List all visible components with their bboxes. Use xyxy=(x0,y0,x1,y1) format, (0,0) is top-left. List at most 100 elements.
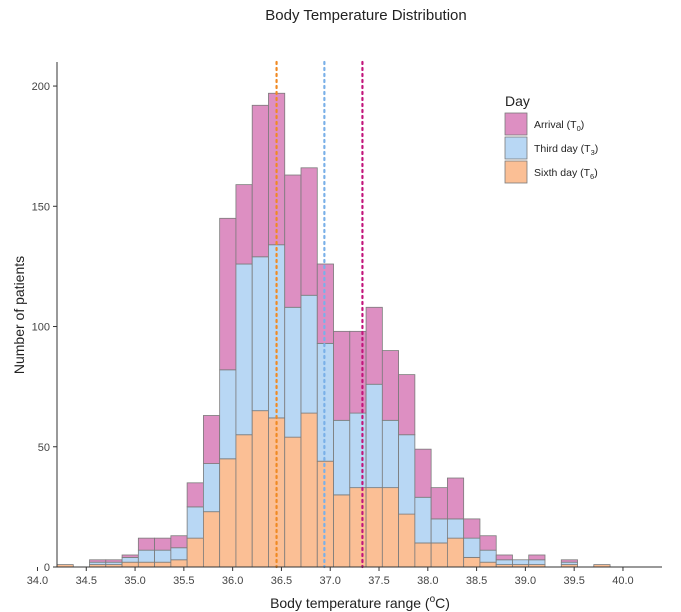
chart-title: Body Temperature Distribution xyxy=(265,7,467,24)
bar-series-0-bin-20 xyxy=(381,487,399,568)
bar-series-1-bin-20 xyxy=(381,419,399,489)
x-tick-label: 38.0 xyxy=(417,575,438,587)
bar-series-1-bin-25 xyxy=(463,537,481,558)
y-tick-label: 150 xyxy=(32,201,50,213)
y-axis-label: Number of patients xyxy=(11,256,27,374)
x-tick-label: 40.0 xyxy=(612,575,633,587)
bar-series-1-bin-23 xyxy=(430,518,448,544)
bar-series-0-bin-26 xyxy=(479,561,497,568)
x-axis-ticks: 34.0 34.5 35.0 35.5 36.0 36.5 37.0 37.5 38.0 38.5… xyxy=(27,567,634,587)
bar-series-2-bin-25 xyxy=(463,518,481,539)
bar-series-2-bin-17 xyxy=(333,330,351,421)
bar-series-1-bin-4 xyxy=(121,556,139,563)
bar-series-0-bin-24 xyxy=(446,537,465,568)
legend-label-2: Arrival (T0) xyxy=(534,119,584,133)
bar-series-2-bin-18 xyxy=(349,330,367,414)
bar-series-0-bin-15 xyxy=(300,412,318,568)
bar-series-0-bin-25 xyxy=(463,556,481,568)
bar-series-2-bin-23 xyxy=(430,487,448,520)
bar-series-0-bin-22 xyxy=(414,542,432,568)
x-tick-label: 36.0 xyxy=(222,575,243,587)
bar-series-2-bin-26 xyxy=(479,535,497,551)
bar-series-2-bin-8 xyxy=(186,482,204,508)
legend: Day Arrival (T0) Third day (T3) Sixth day … xyxy=(504,93,598,184)
x-tick-label: 39.0 xyxy=(515,575,536,587)
x-tick-label: 37.0 xyxy=(320,575,341,587)
bar-series-1-bin-5 xyxy=(137,549,156,563)
bar-series-1-bin-9 xyxy=(202,463,221,513)
bar-series-2-bin-31 xyxy=(560,559,578,563)
bar-series-0-bin-14 xyxy=(284,436,302,568)
bar-series-1-bin-7 xyxy=(170,547,188,561)
bar-series-1-bin-26 xyxy=(479,549,497,563)
bar-series-1-bin-21 xyxy=(398,434,416,515)
bar-series-0-bin-21 xyxy=(398,513,416,568)
bar-series-1-bin-17 xyxy=(333,419,351,496)
legend-label-0: Sixth day (T6) xyxy=(534,167,598,181)
bar-series-1-bin-24 xyxy=(446,518,465,539)
y-tick-label: 200 xyxy=(32,81,50,93)
bar-series-2-bin-2 xyxy=(89,559,107,563)
bar-series-1-bin-6 xyxy=(154,549,172,563)
bar-series-2-bin-12 xyxy=(251,104,269,258)
legend-title: Day xyxy=(505,93,530,109)
bar-series-1-bin-11 xyxy=(235,263,253,436)
bar-series-1-bin-15 xyxy=(300,294,318,414)
bar-series-0-bin-18 xyxy=(349,487,367,568)
bar-series-1-bin-12 xyxy=(251,256,269,412)
bar-series-0-bin-11 xyxy=(235,434,253,568)
bar-series-1-bin-22 xyxy=(414,496,432,544)
legend-label-1: Third day (T3) xyxy=(534,143,598,157)
bar-series-0-bin-6 xyxy=(154,561,172,568)
bar-series-1-bin-14 xyxy=(284,306,302,438)
bar-series-0-bin-17 xyxy=(333,494,351,568)
bar-series-1-bin-18 xyxy=(349,412,367,489)
bar-series-1-bin-28 xyxy=(512,559,530,565)
bar-series-2-bin-11 xyxy=(235,184,253,265)
legend-swatch-2 xyxy=(504,112,528,136)
bar-series-0-bin-9 xyxy=(202,511,221,568)
bar-series-2-bin-19 xyxy=(365,306,383,385)
bar-series-0-bin-4 xyxy=(121,561,139,568)
x-tick-label: 36.5 xyxy=(271,575,292,587)
bar-series-0-bin-23 xyxy=(430,542,448,568)
bar-series-0-bin-7 xyxy=(170,559,188,568)
bar-series-2-bin-7 xyxy=(170,535,188,549)
legend-swatch-1 xyxy=(504,136,528,160)
bar-series-1-bin-8 xyxy=(186,506,204,539)
bar-series-2-bin-20 xyxy=(381,350,399,421)
x-axis-label: Body temperature range (oC) xyxy=(270,594,450,611)
bar-series-2-bin-24 xyxy=(446,477,465,520)
legend-swatch-0 xyxy=(504,160,528,184)
bar-series-2-bin-14 xyxy=(284,174,302,308)
bar-series-0-bin-12 xyxy=(251,410,269,568)
x-tick-label: 34.0 xyxy=(27,575,48,587)
bar-series-1-bin-10 xyxy=(219,369,237,460)
bar-series-2-bin-9 xyxy=(202,415,221,464)
y-tick-label: 50 xyxy=(38,442,50,454)
bar-series-2-bin-3 xyxy=(105,559,123,563)
bar-series-2-bin-10 xyxy=(219,217,237,371)
bar-series-2-bin-27 xyxy=(495,554,513,561)
bar-series-2-bin-15 xyxy=(300,167,318,296)
bar-series-2-bin-4 xyxy=(121,554,139,558)
x-tick-label: 35.0 xyxy=(124,575,145,587)
bar-series-1-bin-16 xyxy=(316,342,334,462)
x-tick-label: 34.5 xyxy=(76,575,97,587)
y-tick-label: 100 xyxy=(32,322,50,334)
y-axis-ticks: 0 50 100 150 200 xyxy=(32,81,57,574)
bar-series-1-bin-19 xyxy=(365,383,383,489)
bar-series-2-bin-29 xyxy=(528,554,546,561)
bar-series-2-bin-22 xyxy=(414,448,432,498)
x-tick-label: 38.5 xyxy=(466,575,487,587)
y-tick-label: 0 xyxy=(44,562,50,574)
bar-series-0-bin-19 xyxy=(365,487,383,568)
bar-series-1-bin-27 xyxy=(495,559,513,565)
bar-series-0-bin-10 xyxy=(219,458,237,568)
plot-area xyxy=(56,60,611,569)
x-tick-label: 35.5 xyxy=(173,575,194,587)
bar-series-2-bin-5 xyxy=(137,537,156,551)
bar-series-1-bin-29 xyxy=(528,559,546,565)
x-tick-label: 39.5 xyxy=(563,575,584,587)
bar-series-2-bin-21 xyxy=(398,374,416,436)
